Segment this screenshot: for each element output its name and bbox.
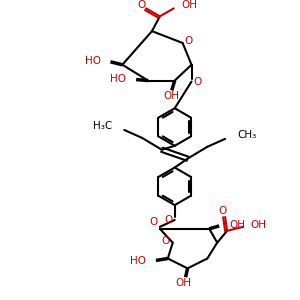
Text: OH: OH: [182, 0, 198, 11]
Text: HO: HO: [85, 56, 101, 66]
Text: OH: OH: [176, 278, 192, 288]
Text: OH: OH: [251, 220, 267, 230]
Text: O: O: [150, 217, 158, 227]
Text: O: O: [162, 236, 170, 246]
Text: O: O: [137, 0, 145, 11]
Text: O: O: [184, 36, 193, 46]
Text: OH: OH: [229, 220, 245, 230]
Text: CH₃: CH₃: [237, 130, 256, 140]
Text: H₃C: H₃C: [93, 121, 112, 131]
Text: O: O: [218, 206, 226, 216]
Text: HO: HO: [130, 256, 146, 266]
Text: O: O: [193, 76, 202, 86]
Text: HO: HO: [110, 74, 126, 84]
Text: O: O: [165, 215, 173, 225]
Text: OH: OH: [164, 92, 180, 101]
